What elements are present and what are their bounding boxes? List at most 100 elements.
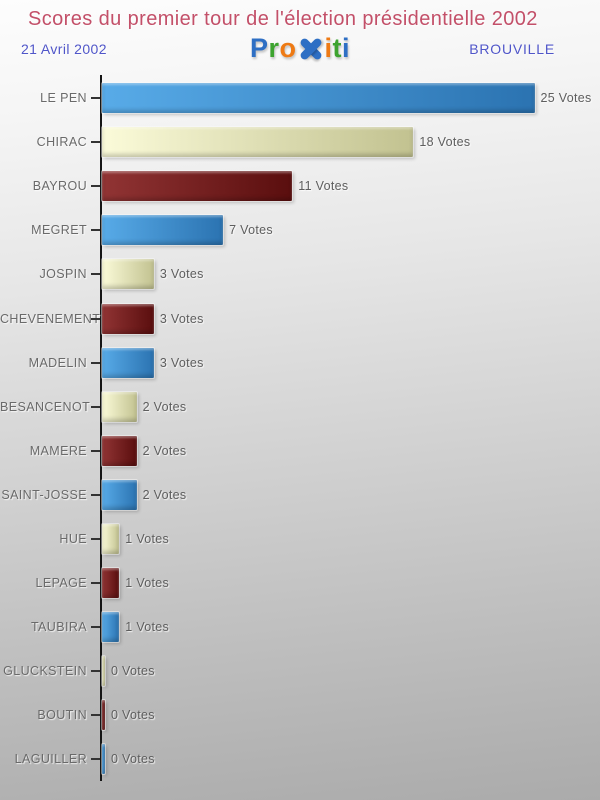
- candidate-label: LEPAGE: [35, 576, 87, 591]
- bar-row: MEGRET 7 Votes: [0, 208, 600, 252]
- value-label: 2 Votes: [142, 443, 187, 458]
- logo-letter: P: [249, 33, 269, 63]
- value-label: 2 Votes: [142, 399, 187, 414]
- logo-letter: r: [268, 33, 280, 63]
- bar-row: BOUTIN 0 Votes: [0, 693, 600, 737]
- city-name: BROUVILLE: [469, 41, 555, 57]
- candidate-label: MAMERE: [29, 443, 87, 458]
- vote-bar: [101, 434, 138, 467]
- logo-letter: i: [342, 33, 351, 63]
- bar-row: SAINT-JOSSE 2 Votes: [0, 473, 600, 517]
- value-label: 0 Votes: [111, 664, 155, 679]
- value-label: 7 Votes: [229, 223, 273, 238]
- bar-track: 0 Votes: [101, 699, 600, 732]
- axis-tick-icon: [91, 229, 100, 232]
- axis-tick-icon: [91, 97, 100, 100]
- candidate-label: LAGUILLER: [14, 752, 87, 767]
- value-label: 1 Votes: [125, 620, 170, 635]
- proxiti-logo: Pro iti: [0, 33, 600, 64]
- candidate-label: CHIRAC: [36, 135, 87, 150]
- bar-row: LAGUILLER 0 Votes: [0, 737, 600, 781]
- election-date: 21 Avril 2002: [21, 41, 107, 57]
- bar-row: GLUCKSTEIN 0 Votes: [0, 649, 600, 693]
- bar-row: MAMERE 2 Votes: [0, 429, 600, 473]
- bar-row: HUE 1 Votes: [0, 517, 600, 561]
- vote-bar: [101, 743, 106, 776]
- candidate-label: JOSPIN: [39, 267, 87, 282]
- bar-track: 7 Votes: [100, 214, 600, 247]
- bar-track: 11 Votes: [100, 170, 600, 203]
- value-label: 2 Votes: [142, 487, 187, 502]
- vote-bar: [100, 126, 415, 159]
- value-label: 1 Votes: [125, 576, 170, 591]
- bar-track: 0 Votes: [101, 743, 600, 776]
- bar-row: LEPAGE 1 Votes: [0, 561, 600, 605]
- axis-tick-icon: [91, 758, 100, 761]
- axis-tick-icon: [91, 361, 100, 364]
- candidate-label: CHEVENEMENT: [0, 311, 101, 326]
- vote-bar: [101, 699, 106, 732]
- vote-bar: [101, 258, 155, 291]
- vote-bar: [101, 390, 138, 423]
- candidate-label: HUE: [59, 531, 87, 546]
- vote-bar: [101, 302, 155, 335]
- bar-track: 2 Votes: [101, 390, 600, 423]
- bar-row: CHEVENEMENT 3 Votes: [0, 296, 600, 340]
- axis-tick-icon: [91, 449, 100, 452]
- page-title: Scores du premier tour de l'élection pré…: [28, 8, 538, 30]
- axis-tick-icon: [91, 714, 100, 717]
- logo-letter: o: [279, 33, 297, 63]
- axis-tick-icon: [91, 273, 100, 276]
- candidate-label: LE PEN: [40, 91, 87, 106]
- candidate-label: BESANCENOT: [0, 399, 91, 414]
- vote-bar: [100, 214, 225, 247]
- bar-track: 1 Votes: [100, 567, 600, 600]
- candidate-label: TAUBIRA: [30, 620, 87, 635]
- bar-chart: LE PEN 25 Votes CHIRAC 18 Votes BAYROU 11 Vot…: [0, 76, 600, 782]
- vote-bar: [100, 522, 121, 555]
- bar-track: 1 Votes: [100, 522, 600, 555]
- bar-track: 18 Votes: [100, 126, 600, 159]
- bar-track: 3 Votes: [101, 302, 600, 335]
- axis-tick-icon: [91, 405, 100, 408]
- logo-letter: t: [332, 33, 343, 63]
- axis-tick-icon: [91, 185, 100, 188]
- axis-tick-icon: [91, 493, 100, 496]
- value-label: 3 Votes: [159, 311, 204, 326]
- bar-track: 1 Votes: [100, 611, 600, 644]
- bar-track: 0 Votes: [101, 655, 600, 688]
- candidate-label: MADELIN: [28, 355, 87, 370]
- bar-track: 3 Votes: [101, 346, 600, 379]
- axis-tick-icon: [91, 537, 100, 540]
- bar-row: BAYROU 11 Votes: [0, 164, 600, 208]
- candidate-label: SAINT-JOSSE: [1, 487, 87, 502]
- vote-bar: [101, 82, 536, 115]
- candidate-label: MEGRET: [31, 223, 87, 238]
- value-label: 3 Votes: [159, 267, 204, 282]
- axis-tick-icon: [91, 141, 100, 144]
- axis-tick-icon: [91, 582, 100, 585]
- vote-bar: [101, 478, 138, 511]
- value-label: 0 Votes: [111, 752, 155, 767]
- candidate-label: BOUTIN: [37, 708, 87, 723]
- logo-x-icon: [298, 36, 324, 62]
- vote-bar: [101, 346, 155, 379]
- bar-row: JOSPIN 3 Votes: [0, 252, 600, 296]
- axis-tick-icon: [91, 317, 100, 320]
- vote-bar: [100, 611, 121, 644]
- candidate-label: GLUCKSTEIN: [3, 664, 87, 679]
- bar-row: CHIRAC 18 Votes: [0, 120, 600, 164]
- axis-tick-icon: [91, 626, 100, 629]
- vote-bar: [101, 655, 106, 688]
- bar-row: TAUBIRA 1 Votes: [0, 605, 600, 649]
- bar-track: 3 Votes: [101, 258, 600, 291]
- axis-tick-icon: [91, 670, 100, 673]
- bar-track: 25 Votes: [101, 82, 600, 115]
- bar-track: 2 Votes: [101, 478, 600, 511]
- candidate-label: BAYROU: [32, 179, 87, 194]
- logo-letter: i: [324, 33, 333, 63]
- value-label: 18 Votes: [419, 135, 471, 150]
- bar-row: LE PEN 25 Votes: [0, 76, 600, 120]
- vote-bar: [100, 567, 121, 600]
